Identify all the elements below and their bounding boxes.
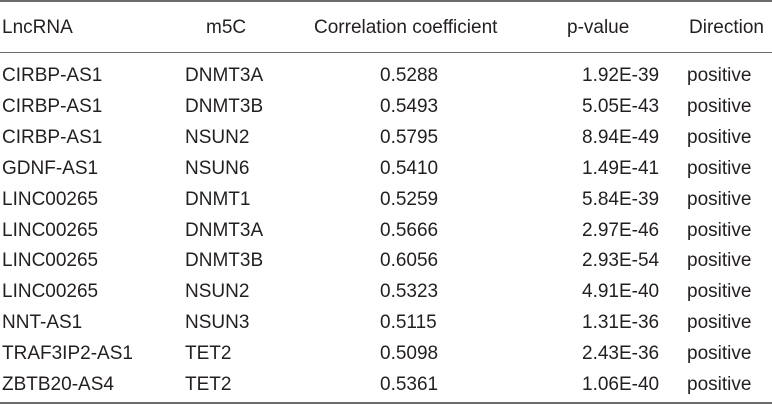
- table-row: NNT-AS1 NSUN3 0.5115 1.31E-36 positive: [0, 308, 772, 338]
- cell-lncrna: CIRBP-AS1: [2, 126, 103, 148]
- cell-p-value: 2.97E-46: [582, 219, 660, 241]
- cell-direction: positive: [687, 157, 752, 179]
- cell-p-value: 1.06E-40: [582, 374, 660, 395]
- header-lncrna: LncRNA: [2, 17, 73, 38]
- cell-lncrna: ZBTB20-AS4: [2, 374, 114, 395]
- cell-correlation-coefficient: 0.5323: [380, 281, 439, 303]
- cell-correlation-coefficient: 0.5795: [380, 126, 439, 148]
- cell-direction: positive: [687, 188, 752, 210]
- cell-p-value: 1.31E-36: [582, 312, 660, 334]
- cell-m5c: NSUN6: [185, 157, 250, 179]
- cell-m5c: DNMT3A: [185, 65, 264, 86]
- cell-p-value: 1.49E-41: [582, 157, 660, 179]
- cell-m5c: DNMT1: [185, 188, 251, 210]
- cell-correlation-coefficient: 0.6056: [380, 250, 439, 272]
- table-header-row: LncRNA m5C Correlation coefficient p-val…: [0, 13, 772, 43]
- table-row: CIRBP-AS1 DNMT3B 0.5493 5.05E-43 positive: [0, 92, 772, 122]
- table-top-rule: [0, 0, 772, 2]
- table-row: TRAF3IP2-AS1 TET2 0.5098 2.43E-36 positive: [0, 339, 772, 369]
- header-correlation-coefficient: Correlation coefficient: [314, 17, 498, 38]
- cell-direction: positive: [687, 95, 752, 117]
- table-row: CIRBP-AS1 DNMT3A 0.5288 1.92E-39 positive: [0, 61, 772, 91]
- cell-m5c: DNMT3A: [185, 219, 264, 241]
- table-row: LINC00265 DNMT1 0.5259 5.84E-39 positive: [0, 185, 772, 215]
- cell-direction: positive: [687, 250, 752, 272]
- table-row: GDNF-AS1 NSUN6 0.5410 1.49E-41 positive: [0, 154, 772, 184]
- table-row: ZBTB20-AS4 TET2 0.5361 1.06E-40 positive: [0, 370, 772, 400]
- header-m5c: m5C: [206, 17, 247, 38]
- cell-direction: positive: [687, 312, 752, 334]
- cell-direction: positive: [687, 281, 752, 303]
- cell-lncrna: CIRBP-AS1: [2, 65, 103, 86]
- cell-lncrna: GDNF-AS1: [2, 157, 99, 179]
- cell-p-value: 2.43E-36: [582, 343, 660, 365]
- cell-p-value: 4.91E-40: [582, 281, 660, 303]
- table-header-rule: [0, 52, 772, 53]
- header-p-value: p-value: [567, 17, 630, 38]
- cell-lncrna: LINC00265: [2, 281, 99, 303]
- cell-lncrna: LINC00265: [2, 219, 99, 241]
- table-row: LINC00265 NSUN2 0.5323 4.91E-40 positive: [0, 277, 772, 307]
- cell-m5c: TET2: [185, 374, 232, 395]
- cell-m5c: TET2: [185, 343, 232, 365]
- cell-correlation-coefficient: 0.5666: [380, 219, 439, 241]
- table-row: LINC00265 DNMT3A 0.5666 2.97E-46 positive: [0, 216, 772, 246]
- cell-correlation-coefficient: 0.5410: [380, 157, 439, 179]
- cell-correlation-coefficient: 0.5259: [380, 188, 439, 210]
- cell-m5c: NSUN2: [185, 126, 250, 148]
- cell-lncrna: LINC00265: [2, 188, 99, 210]
- cell-m5c: DNMT3B: [185, 250, 264, 272]
- table-row: CIRBP-AS1 NSUN2 0.5795 8.94E-49 positive: [0, 123, 772, 153]
- cell-p-value: 5.05E-43: [582, 95, 660, 117]
- cell-correlation-coefficient: 0.5115: [380, 312, 437, 334]
- cell-direction: positive: [687, 126, 752, 148]
- cell-direction: positive: [687, 65, 752, 86]
- cell-direction: positive: [687, 219, 752, 241]
- cell-m5c: DNMT3B: [185, 95, 264, 117]
- cell-p-value: 2.93E-54: [582, 250, 660, 272]
- cell-lncrna: TRAF3IP2-AS1: [2, 343, 133, 365]
- table-bottom-rule: [0, 402, 772, 404]
- cell-lncrna: CIRBP-AS1: [2, 95, 103, 117]
- cell-correlation-coefficient: 0.5493: [380, 95, 439, 117]
- cell-p-value: 5.84E-39: [582, 188, 660, 210]
- cell-correlation-coefficient: 0.5288: [380, 65, 439, 86]
- header-direction: Direction: [689, 17, 764, 38]
- cell-correlation-coefficient: 0.5361: [380, 374, 439, 395]
- cell-p-value: 1.92E-39: [582, 65, 660, 86]
- cell-lncrna: NNT-AS1: [2, 312, 83, 334]
- cell-m5c: NSUN3: [185, 312, 250, 334]
- cell-direction: positive: [687, 374, 752, 395]
- cell-lncrna: LINC00265: [2, 250, 99, 272]
- cell-direction: positive: [687, 343, 752, 365]
- cell-correlation-coefficient: 0.5098: [380, 343, 439, 365]
- cell-m5c: NSUN2: [185, 281, 250, 303]
- cell-p-value: 8.94E-49: [582, 126, 660, 148]
- table-row: LINC00265 DNMT3B 0.6056 2.93E-54 positive: [0, 246, 772, 276]
